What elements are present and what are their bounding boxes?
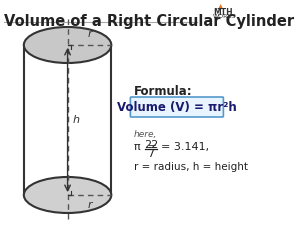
Ellipse shape: [24, 27, 111, 63]
Text: 22: 22: [144, 140, 158, 150]
Ellipse shape: [24, 177, 111, 213]
Text: 7: 7: [148, 149, 154, 159]
Text: WORKS: WORKS: [213, 14, 236, 19]
Text: h: h: [72, 115, 79, 125]
Text: π  =: π =: [134, 142, 157, 152]
Text: here,: here,: [134, 130, 157, 139]
Text: r = radius, h = height: r = radius, h = height: [134, 162, 248, 172]
Text: Volume of a Right Circular Cylinder: Volume of a Right Circular Cylinder: [4, 14, 294, 29]
Text: Volume (V) = πr²h: Volume (V) = πr²h: [117, 101, 237, 113]
FancyBboxPatch shape: [130, 97, 224, 117]
Text: M̄TH: M̄TH: [213, 8, 233, 17]
Text: r: r: [87, 29, 92, 39]
Text: r: r: [87, 200, 92, 210]
Text: = 3.141,: = 3.141,: [160, 142, 209, 152]
Text: Formula:: Formula:: [134, 85, 192, 98]
Polygon shape: [219, 4, 223, 8]
